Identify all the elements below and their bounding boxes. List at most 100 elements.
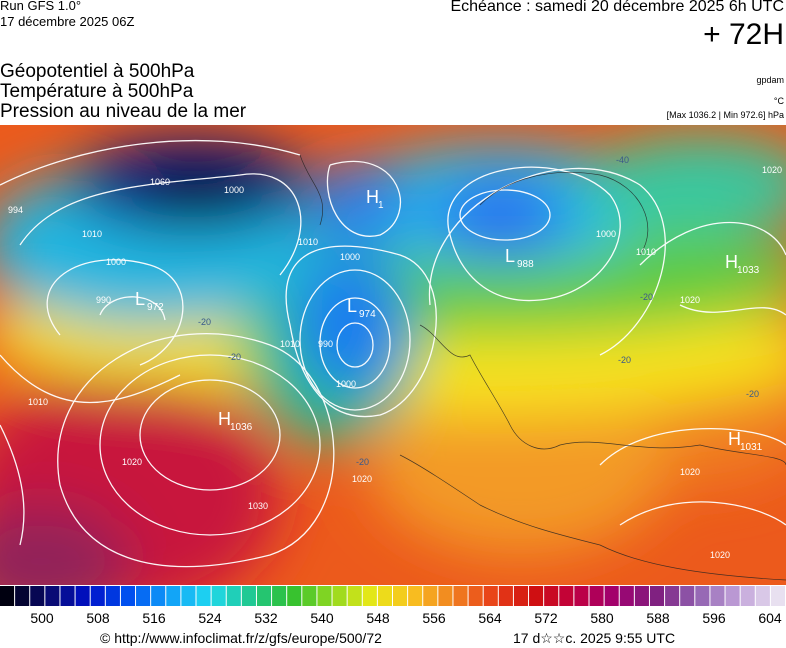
- title: Pression au niveau de la mer: [0, 101, 247, 122]
- colorbar-swatch: [287, 586, 302, 606]
- temperature-label: -20: [640, 292, 653, 302]
- pressure-value: 1036: [230, 422, 253, 433]
- temperature-label: -20: [228, 352, 241, 362]
- colorbar-swatch: [256, 586, 272, 606]
- pressure-value: 1031: [740, 442, 763, 453]
- pressure-center: H: [728, 429, 741, 449]
- colorbar-swatch: [498, 586, 513, 606]
- isobar-label: 990: [318, 339, 333, 349]
- colorbar-swatch: [725, 586, 740, 606]
- colorbar-swatch: [377, 586, 392, 606]
- isobar-label: 1000: [336, 379, 356, 389]
- colorbar-swatch: [211, 586, 226, 606]
- colorbar-swatch: [665, 586, 680, 606]
- colorbar-swatch: [393, 586, 408, 606]
- pressure-center: L: [505, 246, 515, 266]
- temperature-label: -20: [356, 457, 369, 467]
- colorbar-swatch: [151, 586, 166, 606]
- colorbar-swatch: [453, 586, 468, 606]
- isobar-label: 1000: [340, 252, 360, 262]
- colorbar-swatch: [649, 586, 665, 606]
- run-date: 17 décembre 2025 06Z: [0, 14, 135, 29]
- colorbar-swatch: [166, 586, 181, 606]
- colorbar-swatch: [740, 586, 755, 606]
- pressure-value: 988: [517, 259, 534, 270]
- colorbar-swatch: [423, 586, 438, 606]
- colorbar-swatch: [770, 586, 785, 606]
- isobar-label: 1020: [762, 165, 782, 175]
- colorbar-label: 604: [758, 610, 782, 626]
- temperature-label: -20: [198, 317, 211, 327]
- run: Run GFS 1.0°: [0, 0, 82, 13]
- source: © http://www.infoclimat.fr/z/gfs/europe/…: [100, 630, 382, 646]
- lead-time: + 72H: [703, 18, 784, 51]
- colorbar-swatch: [680, 586, 695, 606]
- pressure-value: 1: [378, 200, 384, 211]
- colorbar-swatch: [589, 586, 604, 606]
- isobar-label: 1020: [122, 457, 142, 467]
- colorbar-swatch: [347, 586, 362, 606]
- colorbar-swatch: [634, 586, 649, 606]
- colorbar-label: 548: [366, 610, 390, 626]
- echeance: Échéance : samedi 20 décembre 2025 6h UT…: [450, 0, 784, 15]
- colorbar-swatch: [272, 586, 287, 606]
- colorbar-swatch: [60, 586, 75, 606]
- colorbar-swatch: [15, 586, 30, 606]
- colorbar-swatch: [695, 586, 710, 606]
- colorbar-swatch: [544, 586, 559, 606]
- colorbar-swatch: [408, 586, 423, 606]
- colorbar: [0, 586, 785, 606]
- colorbar-swatch: [120, 586, 136, 606]
- isobar-label: 1010: [28, 397, 48, 407]
- isobar-label: 1060: [150, 177, 170, 187]
- temperature-label: -20: [746, 389, 759, 399]
- unit: gpdam: [756, 75, 784, 85]
- isobar-label: 1000: [106, 257, 126, 267]
- colorbar-label: 500: [30, 610, 54, 626]
- colorbar-label: 524: [198, 610, 222, 626]
- colorbar-swatch: [529, 586, 544, 606]
- colorbar-swatch: [483, 586, 498, 606]
- colorbar-swatch: [75, 586, 90, 606]
- unit: [Max 1036.2 | Min 972.6] hPa: [666, 110, 784, 120]
- colorbar-label: 588: [646, 610, 670, 626]
- isobar-label: 1010: [636, 247, 656, 257]
- colorbar-label: 540: [310, 610, 334, 626]
- isobar-label: 994: [8, 205, 23, 215]
- isobar-label: 1000: [224, 185, 244, 195]
- isobar-label: 990: [96, 295, 111, 305]
- isobar-label: 1000: [596, 229, 616, 239]
- isobar-label: 1020: [710, 550, 730, 560]
- pressure-center: L: [135, 289, 145, 309]
- colorbar-swatch: [574, 586, 589, 606]
- colorbar-swatch: [136, 586, 151, 606]
- colorbar-swatch: [90, 586, 105, 606]
- title: Géopotentiel à 500hPa: [0, 61, 195, 82]
- colorbar-swatch: [513, 586, 529, 606]
- isobar-label: 1010: [82, 229, 102, 239]
- colorbar-swatch: [468, 586, 483, 606]
- colorbar-label: 572: [534, 610, 558, 626]
- colorbar-swatch: [559, 586, 574, 606]
- pressure-center: H: [366, 187, 379, 207]
- isobar-label: 1010: [280, 339, 300, 349]
- isobar-label: 1020: [680, 467, 700, 477]
- pressure-value: 972: [147, 302, 164, 313]
- temperature-label: -20: [618, 355, 631, 365]
- colorbar-label: 516: [142, 610, 166, 626]
- colorbar-swatch: [226, 586, 241, 606]
- colorbar-swatch: [181, 586, 196, 606]
- pressure-value: 974: [359, 309, 376, 320]
- unit: °C: [773, 96, 784, 106]
- colorbar-label: 508: [86, 610, 110, 626]
- colorbar-swatch: [619, 586, 634, 606]
- colorbar-swatch: [241, 586, 256, 606]
- isobar-label: 1030: [248, 501, 268, 511]
- colorbar-swatch: [45, 586, 60, 606]
- pressure-value: 1033: [737, 265, 760, 276]
- isobar-label: 1010: [298, 237, 318, 247]
- isobar-label: 1020: [680, 295, 700, 305]
- colorbar-swatch: [105, 586, 120, 606]
- colorbar-swatch: [196, 586, 211, 606]
